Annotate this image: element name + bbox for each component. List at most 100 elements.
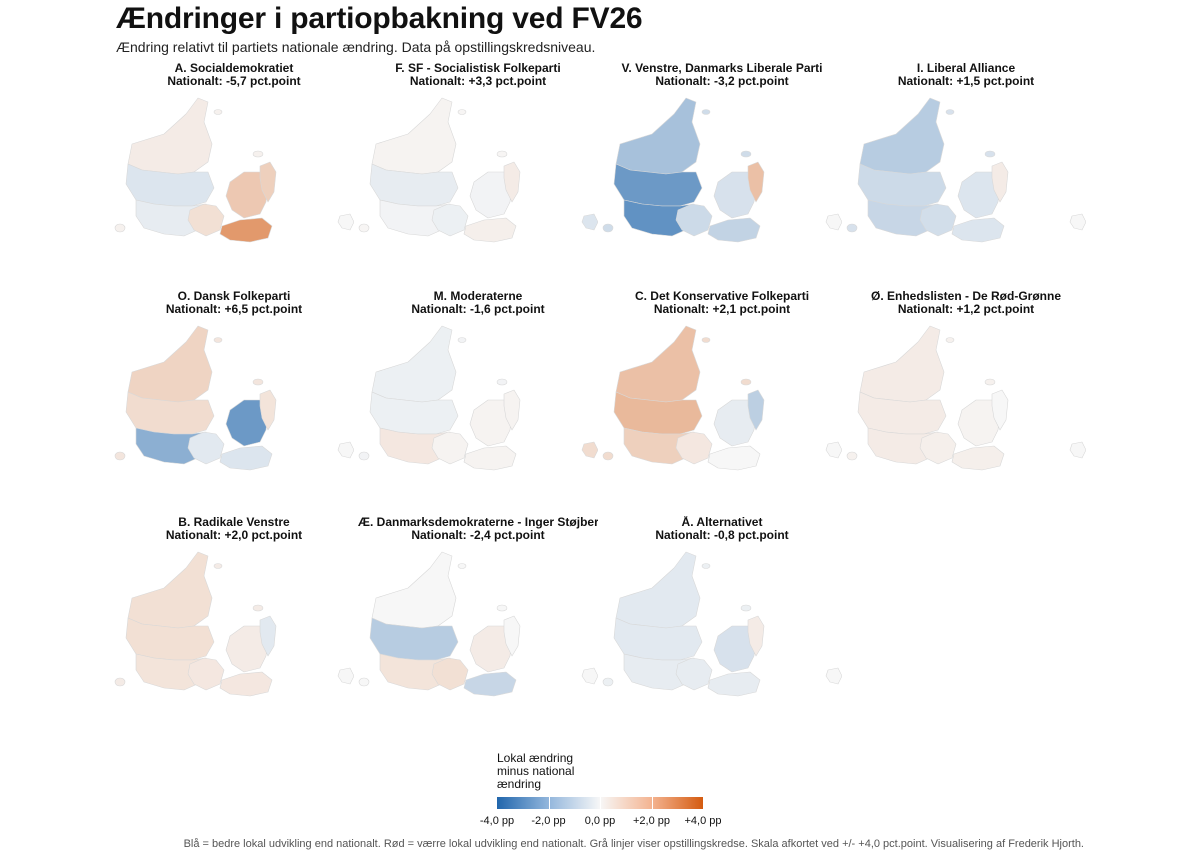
legend-tick-label: +2,0 pp (632, 815, 671, 827)
region-small-island (496, 604, 508, 612)
party-map-panel: Å. Alternativet Nationalt: -0,8 pct.point (602, 516, 842, 740)
region-lolland (951, 445, 1005, 471)
region-cph (503, 161, 521, 203)
region-north (127, 325, 213, 403)
region-cph (259, 389, 277, 431)
region-fyn (675, 203, 713, 237)
region-fyn (675, 657, 713, 691)
legend-title-line: Lokal ændring (497, 751, 574, 765)
party-map-panel: V. Venstre, Danmarks Liberale Parti Natio… (602, 62, 842, 286)
region-north (371, 97, 457, 175)
region-cph (259, 161, 277, 203)
caption: Blå = bedre lokal udvikling end national… (183, 838, 1084, 850)
region-cph (991, 161, 1009, 203)
region-north (127, 551, 213, 629)
legend-tick (548, 797, 550, 809)
region-small-island (945, 109, 955, 115)
party-name: A. Socialdemokratiet (174, 62, 294, 75)
region-north (615, 551, 701, 629)
party-map-panel: I. Liberal Alliance Nationalt: +1,5 pct.p… (846, 62, 1086, 286)
panel-title: B. Radikale Venstre Nationalt: +2,0 pct.p… (114, 516, 354, 542)
region-small-island (358, 223, 370, 233)
party-name: B. Radikale Venstre (178, 516, 290, 529)
legend-tick-label: -4,0 pp (479, 815, 515, 827)
region-bornholm (581, 441, 598, 459)
party-name: C. Det Konservative Folkeparti (634, 290, 810, 303)
region-bornholm (825, 441, 842, 459)
region-lolland (463, 445, 517, 471)
region-bornholm (337, 667, 354, 685)
region-zealand (713, 399, 757, 447)
panel-title: Æ. Danmarksdemokraterne - Inger Støjberg… (358, 516, 598, 542)
region-north (859, 325, 945, 403)
region-zealand (713, 625, 757, 673)
region-cph (503, 389, 521, 431)
party-map-panel: Ø. Enhedslisten - De Rød-Grønne Nationalt… (846, 290, 1086, 514)
region-small-island (496, 150, 508, 158)
national-change: Nationalt: -0,8 pct.point (655, 528, 789, 542)
party-map-panel: F. SF - Socialistisk Folkeparti Nationalt… (358, 62, 598, 286)
legend-tick-label: 0,0 pp (584, 815, 616, 827)
region-small-island (213, 563, 223, 569)
panel-title: F. SF - Socialistisk Folkeparti Nationalt… (358, 62, 598, 88)
party-name: O. Dansk Folkeparti (177, 290, 291, 303)
party-map-panel: M. Moderaterne Nationalt: -1,6 pct.point (358, 290, 598, 514)
denmark-map (358, 97, 598, 243)
region-small-island (114, 677, 126, 687)
region-small-island (252, 604, 264, 612)
page-subtitle: Ændring relativt til partiets nationale … (116, 39, 596, 55)
region-small-island (252, 150, 264, 158)
region-bornholm (1069, 213, 1086, 231)
region-lolland (707, 445, 761, 471)
denmark-map (602, 325, 842, 471)
panel-title: Å. Alternativet Nationalt: -0,8 pct.point (602, 516, 842, 542)
denmark-map (358, 551, 598, 697)
region-fyn (919, 203, 957, 237)
legend-tick (651, 797, 653, 809)
party-map-panel: B. Radikale Venstre Nationalt: +2,0 pct.p… (114, 516, 354, 740)
region-zealand (469, 171, 513, 219)
region-small-island (984, 150, 996, 158)
denmark-map (846, 325, 1086, 471)
legend-title: Lokal ændring minus national ændring (497, 752, 574, 791)
region-fyn (187, 431, 225, 465)
national-change: Nationalt: +1,5 pct.point (897, 74, 1035, 88)
denmark-map (358, 325, 598, 471)
region-zealand (225, 399, 269, 447)
region-bornholm (825, 667, 842, 685)
region-bornholm (337, 441, 354, 459)
party-name: Å. Alternativet (681, 516, 763, 529)
region-zealand (469, 625, 513, 673)
page-title: Ændringer i partiopbakning ved FV26 (116, 2, 643, 35)
national-change: Nationalt: +3,3 pct.point (409, 74, 547, 88)
national-change: Nationalt: +6,5 pct.point (165, 302, 303, 316)
region-north (127, 97, 213, 175)
party-map-panel: C. Det Konservative Folkeparti Nationalt:… (602, 290, 842, 514)
region-cph (259, 615, 277, 657)
color-legend: Lokal ændring minus national ændring -4,… (480, 752, 737, 834)
region-fyn (431, 657, 469, 691)
region-zealand (469, 399, 513, 447)
denmark-map (114, 97, 354, 243)
region-bornholm (581, 213, 598, 231)
panel-title: A. Socialdemokratiet Nationalt: -5,7 pct.… (114, 62, 354, 88)
region-cph (747, 615, 765, 657)
region-lolland (707, 671, 761, 697)
region-zealand (225, 171, 269, 219)
denmark-map (114, 325, 354, 471)
region-lolland (219, 445, 273, 471)
region-small-island (496, 378, 508, 386)
panel-title: C. Det Konservative Folkeparti Nationalt:… (602, 290, 842, 316)
region-north (859, 97, 945, 175)
region-small-island (213, 337, 223, 343)
region-zealand (225, 625, 269, 673)
denmark-map (846, 97, 1086, 243)
legend-tick-label: -2,0 pp (531, 815, 566, 827)
panel-title: I. Liberal Alliance Nationalt: +1,5 pct.p… (846, 62, 1086, 88)
region-small-island (701, 563, 711, 569)
panel-title: O. Dansk Folkeparti Nationalt: +6,5 pct.p… (114, 290, 354, 316)
region-lolland (219, 671, 273, 697)
region-fyn (187, 203, 225, 237)
region-bornholm (581, 667, 598, 685)
region-small-island (358, 451, 370, 461)
